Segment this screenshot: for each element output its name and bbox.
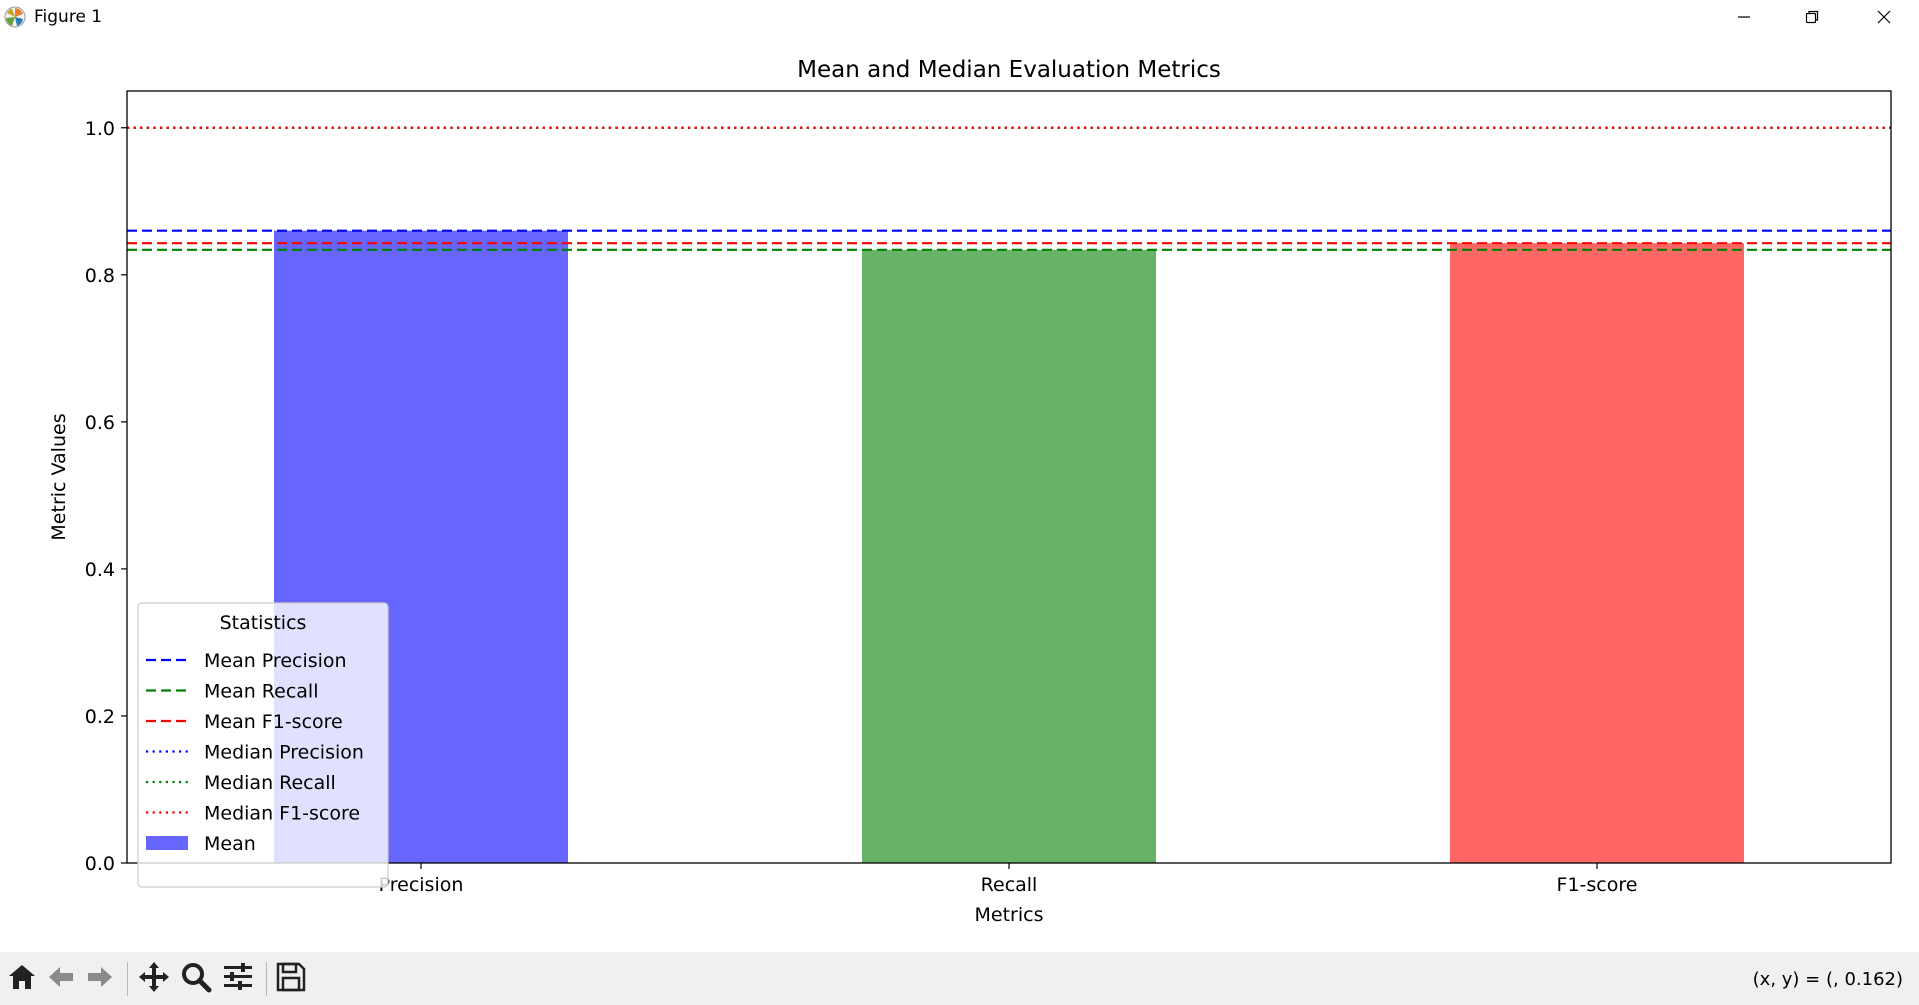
matplotlib-logo-icon xyxy=(4,6,26,28)
save-icon xyxy=(275,961,307,997)
close-button[interactable] xyxy=(1850,0,1918,34)
pan-button[interactable] xyxy=(135,960,173,998)
y-tick-label: 0.2 xyxy=(85,706,115,728)
y-tick-label: 0.8 xyxy=(85,265,115,287)
toolbar-separator xyxy=(266,962,267,996)
legend-entry-label: Median Precision xyxy=(204,742,364,764)
legend-entry-label: Mean F1-score xyxy=(204,711,343,733)
legend-swatch xyxy=(146,836,188,850)
bar-recall xyxy=(862,249,1156,864)
save-button[interactable] xyxy=(272,960,310,998)
legend-entry-label: Mean Precision xyxy=(204,650,347,672)
x-tick-label: F1-score xyxy=(1557,874,1638,896)
restore-icon xyxy=(1804,9,1820,25)
minimize-button[interactable] xyxy=(1710,0,1778,34)
navigation-toolbar: (x, y) = (, 0.162) xyxy=(0,952,1919,1005)
y-tick-label: 0.4 xyxy=(85,559,115,581)
restore-button[interactable] xyxy=(1778,0,1846,34)
x-axis-label: Metrics xyxy=(975,904,1044,926)
close-icon xyxy=(1876,9,1892,25)
configure-subplots-icon xyxy=(221,960,255,998)
cursor-coordinates: (x, y) = (, 0.162) xyxy=(1752,969,1903,990)
chart: 0.0 0.2 0.4 0.6 0.8 1.0 Precision Recall F1-scor… xyxy=(48,57,1892,926)
legend-entry-label: Mean xyxy=(204,833,256,855)
figure-canvas[interactable]: 0.0 0.2 0.4 0.6 0.8 1.0 Precision Recall F1-scor… xyxy=(0,34,1919,952)
chart-title: Mean and Median Evaluation Metrics xyxy=(797,57,1221,83)
back-button[interactable] xyxy=(42,960,80,998)
pan-icon xyxy=(137,960,171,998)
window-title: Figure 1 xyxy=(34,7,103,27)
y-tick-label: 0.6 xyxy=(85,412,115,434)
legend-entry-label: Median F1-score xyxy=(204,803,360,825)
zoom-icon xyxy=(179,960,213,998)
toolbar-separator xyxy=(127,962,128,996)
legend-entry-label: Median Recall xyxy=(204,772,336,794)
legend-box xyxy=(137,602,389,888)
legend-entry-label: Mean Recall xyxy=(204,681,319,703)
legend-title: Statistics xyxy=(220,612,307,634)
bar-f1-score xyxy=(1450,243,1744,864)
forward-button[interactable] xyxy=(81,960,119,998)
x-tick-label: Recall xyxy=(981,874,1038,896)
x-tick-label: Precision xyxy=(379,874,464,896)
title-bar[interactable]: Figure 1 xyxy=(0,0,1919,34)
configure-subplots-button[interactable] xyxy=(219,960,257,998)
home-button[interactable] xyxy=(3,960,41,998)
minimize-icon xyxy=(1736,9,1752,25)
y-axis-label: Metric Values xyxy=(48,413,70,540)
back-arrow-icon xyxy=(45,961,77,997)
y-tick-label: 1.0 xyxy=(85,118,115,140)
home-icon xyxy=(6,961,38,997)
y-tick-label: 0.0 xyxy=(85,853,115,875)
zoom-button[interactable] xyxy=(177,960,215,998)
forward-arrow-icon xyxy=(84,961,116,997)
